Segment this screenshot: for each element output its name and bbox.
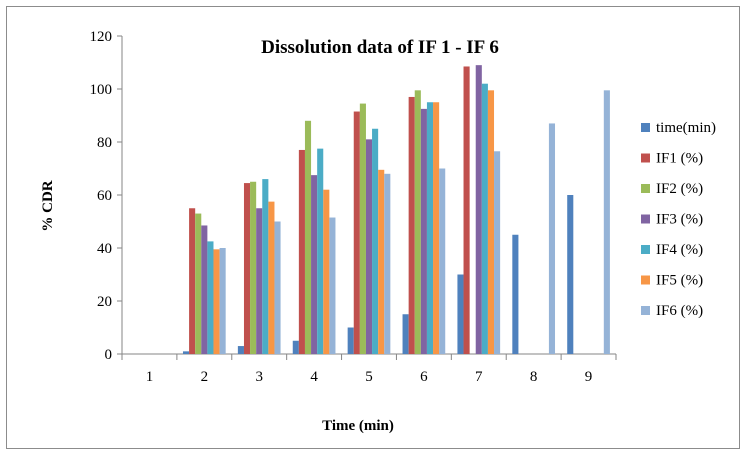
x-tick-label: 1 [146, 369, 154, 385]
legend-swatch [641, 214, 650, 224]
bar [487, 90, 495, 354]
legend: time(min) IF1 (%) IF2 (%) IF3 (%) IF4 (%) IF5… [641, 120, 716, 319]
legend-label: IF5 (%) [656, 273, 703, 289]
bar [274, 221, 281, 354]
legend-label: IF2 (%) [656, 181, 703, 197]
bar [250, 181, 257, 354]
x-tick-label: 2 [201, 369, 209, 385]
x-tick-label: 6 [420, 369, 428, 385]
plot-area: 0 20 40 60 80 100 120 1 2 3 4 5 6 7 8 9 [90, 29, 617, 385]
bar [603, 90, 610, 354]
bar [207, 241, 214, 355]
bar [317, 148, 324, 355]
bar [378, 169, 385, 354]
y-axis-title: % CDR [40, 180, 56, 231]
x-axis-title: Time (min) [322, 418, 394, 434]
bar [384, 173, 391, 354]
bar [262, 179, 269, 354]
x-tick-label: 3 [255, 369, 263, 385]
legend-label: IF4 (%) [656, 242, 703, 258]
bar [414, 90, 421, 354]
bar [182, 351, 190, 354]
legend-label: IF1 (%) [656, 151, 703, 167]
y-tick-label: 20 [97, 294, 112, 310]
legend-swatch [641, 184, 650, 193]
bar [512, 234, 519, 354]
bar [298, 149, 305, 354]
legend-label: time(min) [656, 120, 716, 136]
chart-title: Dissolution data of IF 1 - IF 6 [261, 37, 499, 58]
bar [372, 128, 379, 354]
bar [433, 102, 440, 354]
legend-label: IF3 (%) [656, 212, 703, 228]
bar [195, 213, 202, 354]
bar [402, 314, 409, 354]
legend-label: IF6 (%) [656, 303, 703, 319]
bar [463, 66, 470, 354]
bar [457, 274, 464, 354]
legend-swatch [641, 153, 650, 163]
y-tick-label: 40 [97, 241, 112, 257]
y-tick-label: 80 [97, 135, 112, 151]
bar [494, 151, 501, 354]
bar [304, 120, 312, 354]
legend-swatch [641, 306, 650, 315]
bar [292, 340, 299, 354]
y-tick-label: 100 [90, 82, 113, 98]
bar [475, 65, 482, 355]
bar [353, 111, 360, 354]
bar [201, 225, 208, 354]
bar [189, 208, 196, 354]
legend-swatch [641, 275, 650, 285]
bar [365, 139, 373, 354]
bar [481, 83, 488, 354]
x-tick-label: 5 [365, 369, 373, 385]
bar [420, 108, 427, 355]
bar [323, 189, 330, 354]
bar [243, 183, 251, 354]
bar [256, 208, 263, 354]
x-tick-label: 9 [585, 369, 593, 385]
bar [567, 195, 574, 354]
bar [439, 168, 446, 354]
bar [408, 96, 415, 354]
y-tick-label: 0 [105, 347, 113, 363]
x-tick-label: 8 [530, 369, 538, 385]
bar [347, 327, 354, 354]
bar [426, 102, 434, 354]
legend-swatch [641, 245, 650, 254]
bar [237, 346, 244, 354]
y-tick-label: 60 [97, 188, 112, 204]
x-tick-label: 4 [310, 369, 318, 385]
bar [311, 175, 318, 355]
bar [268, 201, 275, 355]
bar [359, 103, 366, 354]
bar [213, 249, 220, 354]
legend-swatch [641, 123, 650, 132]
bar [548, 123, 556, 354]
bar [219, 248, 226, 354]
y-tick-label: 120 [90, 29, 113, 45]
x-tick-label: 7 [475, 369, 483, 385]
bar [329, 217, 336, 354]
